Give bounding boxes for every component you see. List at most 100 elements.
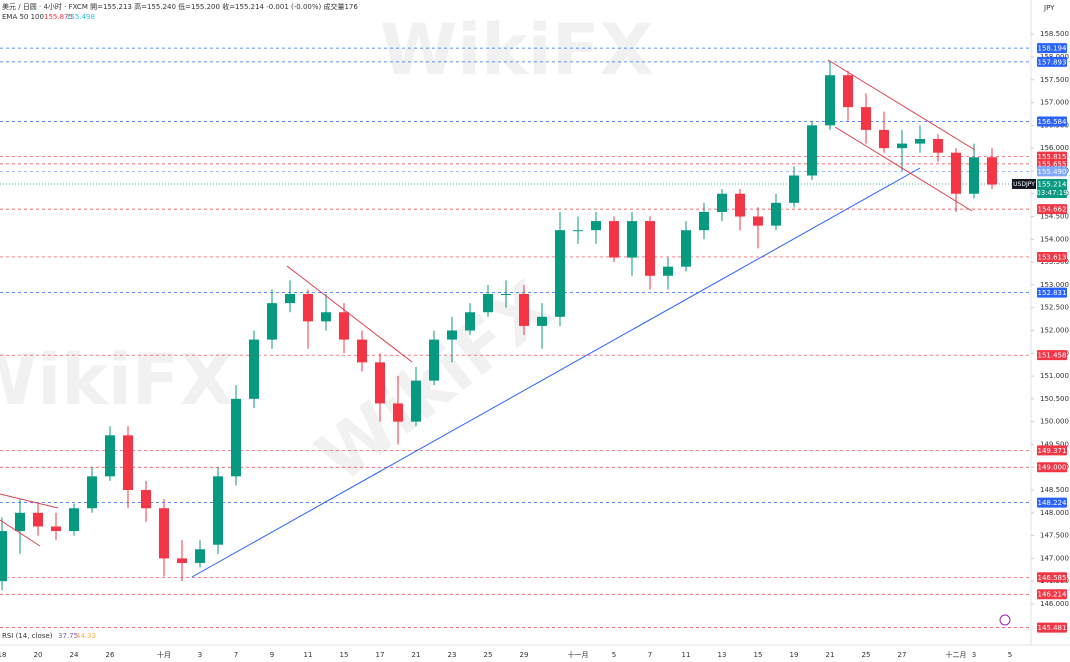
y-tick-label: 156.000 bbox=[1040, 144, 1069, 152]
x-tick-label: 7 bbox=[234, 651, 238, 659]
candle-body bbox=[681, 230, 691, 267]
y-tick-label: 151.000 bbox=[1040, 372, 1069, 380]
candle-body bbox=[429, 339, 439, 381]
level-label: 146.585 bbox=[1038, 574, 1067, 582]
alert-icon[interactable] bbox=[999, 614, 1011, 626]
x-tick-label: 18 bbox=[0, 651, 6, 659]
candle-body bbox=[339, 312, 349, 340]
candle-body bbox=[807, 125, 817, 176]
candle-body bbox=[321, 312, 331, 322]
level-label: 155.815 bbox=[1038, 153, 1067, 161]
candle-body bbox=[663, 266, 673, 276]
level-label: 145.481 bbox=[1038, 624, 1067, 632]
candle-body bbox=[447, 330, 457, 340]
candle-body bbox=[393, 403, 403, 422]
candle-body bbox=[249, 339, 259, 399]
candle-body bbox=[843, 75, 853, 108]
candle-body bbox=[789, 175, 799, 203]
levels bbox=[0, 47, 1031, 628]
candle-body bbox=[879, 129, 889, 149]
trend-line bbox=[827, 59, 976, 151]
candle-body bbox=[753, 216, 763, 226]
level-label: 157.893 bbox=[1038, 58, 1067, 66]
level-tag bbox=[1037, 204, 1067, 215]
candle-body bbox=[699, 211, 709, 231]
level-tag bbox=[1037, 622, 1067, 633]
level-label: 146.214 bbox=[1038, 591, 1067, 599]
y-tick-label: 149.500 bbox=[1040, 440, 1069, 448]
level-tag bbox=[1037, 56, 1067, 67]
y-tick-label: 147.000 bbox=[1040, 554, 1069, 562]
y-tick-label: 146.000 bbox=[1040, 600, 1069, 608]
level-tag bbox=[1037, 43, 1067, 54]
x-tick-label: 5 bbox=[1008, 651, 1012, 659]
candle-body bbox=[123, 435, 133, 491]
price-tags: 158.194 157.893 156.584 155.815155.655155.4… bbox=[1012, 43, 1068, 633]
level-tag bbox=[1037, 158, 1067, 169]
trend-line bbox=[0, 519, 41, 547]
x-tick-label: 15 bbox=[340, 651, 349, 659]
candle-body bbox=[357, 339, 367, 363]
trend-line bbox=[0, 493, 59, 509]
level-tag bbox=[1037, 462, 1067, 473]
x-tick-label: 26 bbox=[106, 651, 115, 659]
current-price-label: 155.214 bbox=[1038, 180, 1067, 188]
candle-body bbox=[897, 143, 907, 149]
candle-body bbox=[375, 362, 385, 404]
level-label: 154.662 bbox=[1038, 206, 1067, 214]
candle-body bbox=[141, 490, 151, 509]
x-tick-label: 19 bbox=[790, 651, 799, 659]
candle-body bbox=[591, 221, 601, 231]
x-tick-label: 24 bbox=[70, 651, 79, 659]
level-tag bbox=[1037, 251, 1067, 262]
x-tick-label: 13 bbox=[718, 651, 727, 659]
x-tick-label: 7 bbox=[648, 651, 652, 659]
level-label: 156.584 bbox=[1038, 118, 1067, 126]
x-tick-label: 23 bbox=[448, 651, 457, 659]
level-label: 158.194 bbox=[1038, 45, 1067, 53]
trend-line bbox=[834, 126, 973, 212]
level-tag bbox=[1037, 166, 1067, 177]
indicator-value: 155.875 bbox=[44, 13, 73, 21]
x-tick-label: 27 bbox=[898, 651, 907, 659]
watermark: WikiFX bbox=[380, 9, 654, 91]
y-tick-label: 150.500 bbox=[1040, 395, 1069, 403]
x-tick-label: 29 bbox=[520, 651, 529, 659]
y-tick-label: 157.000 bbox=[1040, 99, 1069, 107]
y-tick-label: 152.500 bbox=[1040, 304, 1069, 312]
candle-body bbox=[717, 193, 727, 212]
candle-body bbox=[69, 508, 79, 532]
y-tick-label: 148.000 bbox=[1040, 509, 1069, 517]
y-tick-label: 154.500 bbox=[1040, 213, 1069, 221]
level-label: 155.490 bbox=[1038, 168, 1067, 176]
candle-body bbox=[969, 157, 979, 194]
candle-body bbox=[537, 316, 547, 326]
candle-body bbox=[105, 435, 115, 477]
x-tick-label: 20 bbox=[34, 651, 43, 659]
level-label: 149.000 bbox=[1038, 464, 1067, 472]
x-tick-label: 21 bbox=[826, 651, 835, 659]
watermark: WikiFX bbox=[0, 339, 234, 421]
candle-body bbox=[267, 303, 277, 340]
candle-body bbox=[87, 476, 97, 509]
level-label: 152.831 bbox=[1038, 289, 1067, 297]
y-tick-label: 150.000 bbox=[1040, 418, 1069, 426]
x-tick-label: 9 bbox=[270, 651, 274, 659]
x-tick-label: 3 bbox=[198, 651, 202, 659]
level-tag bbox=[1037, 497, 1067, 508]
candle-body bbox=[0, 531, 7, 582]
x-tick-label: 25 bbox=[862, 651, 871, 659]
currency: JPY bbox=[1043, 4, 1055, 12]
x-axis: 18 20 24 26 十月 3 7 9 11 15 17 21 23 25 29 十一月 5 7 11 13 15 19… bbox=[0, 650, 1012, 659]
level-tag bbox=[1037, 116, 1067, 127]
level-label: 155.655 bbox=[1038, 160, 1067, 168]
header: 美元 / 日圆 · 4小时 · FXCM 開=155.213 高=155.240… bbox=[2, 2, 358, 11]
symbol-label: USDJPY bbox=[1013, 181, 1035, 188]
y-tick-label: 153.500 bbox=[1040, 258, 1069, 266]
indicator-name: EMA 50 100 bbox=[2, 13, 44, 21]
candle-body bbox=[555, 230, 565, 317]
candles bbox=[0, 61, 997, 591]
candle-body bbox=[285, 294, 295, 304]
candle-body bbox=[645, 221, 655, 276]
